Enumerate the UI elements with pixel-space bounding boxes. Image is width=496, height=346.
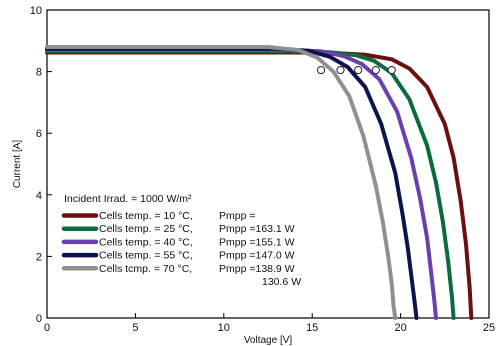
series-line-2 — [45, 48, 438, 320]
legend-label-3: Cells temp. = 55 °C, — [99, 250, 193, 262]
series-line-3 — [45, 46, 419, 320]
mpp-marker-0 — [316, 65, 326, 75]
legend: Incident Irrad. = 1000 W/m² Cells temp. … — [61, 193, 295, 275]
series-line-4 — [45, 45, 398, 320]
y-tick-label: 10 — [30, 5, 42, 17]
legend-title: Incident Irrad. = 1000 W/m² — [64, 193, 192, 205]
series-line-0 — [45, 50, 474, 320]
x-tick-label: 20 — [394, 322, 406, 334]
mpp-marker-2 — [354, 65, 363, 75]
legend-label-4: Cells tcmp. = 70 °C, — [99, 263, 192, 275]
x-axis-title: Voltage [V] — [244, 335, 293, 346]
plot-frame — [46, 9, 490, 319]
legend-pmpp-4: Pmpp =138.9 W — [219, 263, 295, 275]
mpp-marker-1 — [336, 65, 345, 75]
legend-pmpp-1: Pmpp =163.1 W — [219, 223, 295, 235]
legend-pmpp-2: Pmpp =155.1 W — [219, 236, 295, 248]
legend-label-2: Cells temp. = 40 °C, — [99, 236, 193, 248]
extra-pmpp-label: 130.6 W — [262, 276, 301, 288]
y-axis-title: Current [A] — [12, 140, 23, 189]
mpp-marker-4 — [387, 65, 396, 75]
legend-pmpp-0: Pmpp = — [219, 210, 255, 222]
y-tick-label: 8 — [36, 67, 42, 79]
mpp-marker-3 — [371, 65, 380, 75]
x-tick-label: 5 — [132, 322, 138, 334]
legend-pmpp-3: Pmpp =147.0 W — [219, 250, 295, 262]
y-tick-label: 4 — [36, 190, 42, 202]
x-tick-label: 0 — [44, 322, 50, 334]
x-tick-label: 10 — [218, 322, 230, 334]
y-tick-label: 6 — [36, 128, 42, 140]
x-tick-label: 15 — [306, 322, 318, 334]
x-tick-label: 25 — [483, 322, 495, 334]
legend-label-1: Cells temp. = 25 °C, — [99, 223, 193, 235]
legend-label-0: Cells temp. = 10 °C, — [99, 210, 193, 222]
y-tick-label: 0 — [36, 313, 42, 325]
y-tick-label: 2 — [36, 251, 42, 263]
